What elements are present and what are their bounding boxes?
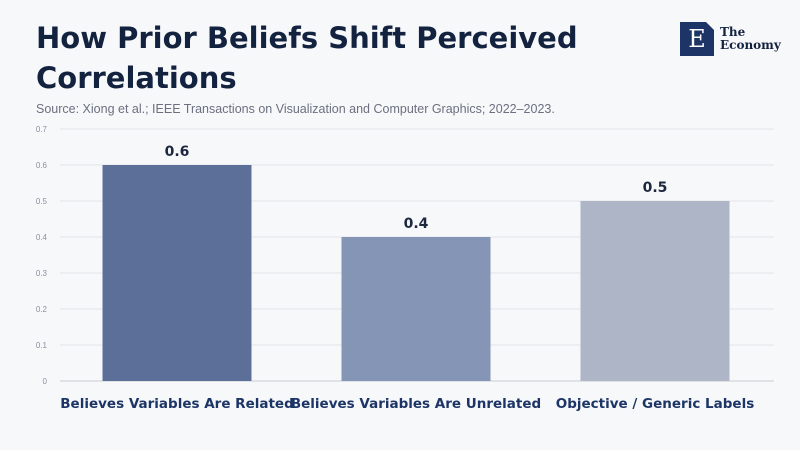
data-label: 0.6 <box>165 144 190 160</box>
bar <box>580 201 730 381</box>
y-tick-label: 0.1 <box>36 341 48 350</box>
x-category-label: Believes Variables Are Related <box>60 396 293 412</box>
y-tick-label: 0 <box>43 377 48 386</box>
logo-line-2: Economy <box>720 38 781 52</box>
logo-corner <box>706 22 714 30</box>
y-tick-label: 0.2 <box>36 305 48 314</box>
y-tick-label: 0.4 <box>36 233 48 242</box>
bar <box>102 165 252 381</box>
logo-wordmark: The Economy <box>720 26 781 52</box>
y-tick-label: 0.3 <box>36 269 48 278</box>
logo-letter: E <box>688 25 706 53</box>
bar <box>341 237 491 381</box>
chart-title: How Prior Beliefs Shift Perceived Correl… <box>36 21 578 95</box>
logo-mark: E <box>680 22 714 56</box>
logo-line-1: The <box>720 25 746 39</box>
y-tick-label: 0.7 <box>36 125 48 134</box>
x-category-label: Believes Variables Are Unrelated <box>291 396 541 412</box>
x-category-label: Objective / Generic Labels <box>556 396 754 412</box>
publisher-logo: E The Economy <box>680 22 781 56</box>
data-label: 0.5 <box>643 180 668 196</box>
y-tick-label: 0.6 <box>36 161 48 170</box>
y-tick-label: 0.5 <box>36 197 48 206</box>
data-label: 0.4 <box>404 216 429 232</box>
chart-source: Source: Xiong et al.; IEEE Transactions … <box>36 102 555 116</box>
